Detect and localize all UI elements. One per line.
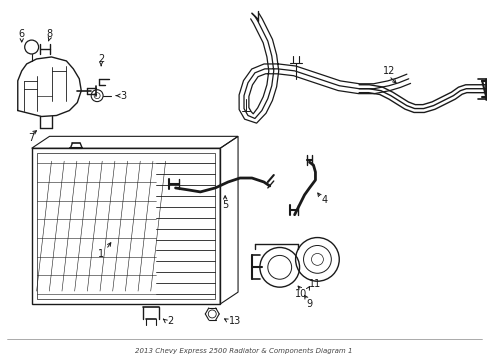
Text: 2: 2 (167, 316, 173, 326)
Text: 9: 9 (306, 299, 312, 309)
Text: 8: 8 (46, 29, 53, 39)
Text: 7: 7 (28, 133, 35, 143)
Text: 6: 6 (19, 29, 25, 39)
Text: 5: 5 (222, 200, 228, 210)
Text: 4: 4 (321, 195, 327, 205)
Text: 12: 12 (382, 66, 394, 76)
Text: 2013 Chevy Express 2500 Radiator & Components Diagram 1: 2013 Chevy Express 2500 Radiator & Compo… (135, 348, 352, 354)
Text: 3: 3 (120, 91, 126, 101)
Text: 13: 13 (228, 316, 241, 326)
Text: 11: 11 (309, 279, 321, 289)
Text: 10: 10 (295, 289, 307, 299)
Text: 1: 1 (98, 249, 104, 260)
Text: 2: 2 (98, 54, 104, 64)
